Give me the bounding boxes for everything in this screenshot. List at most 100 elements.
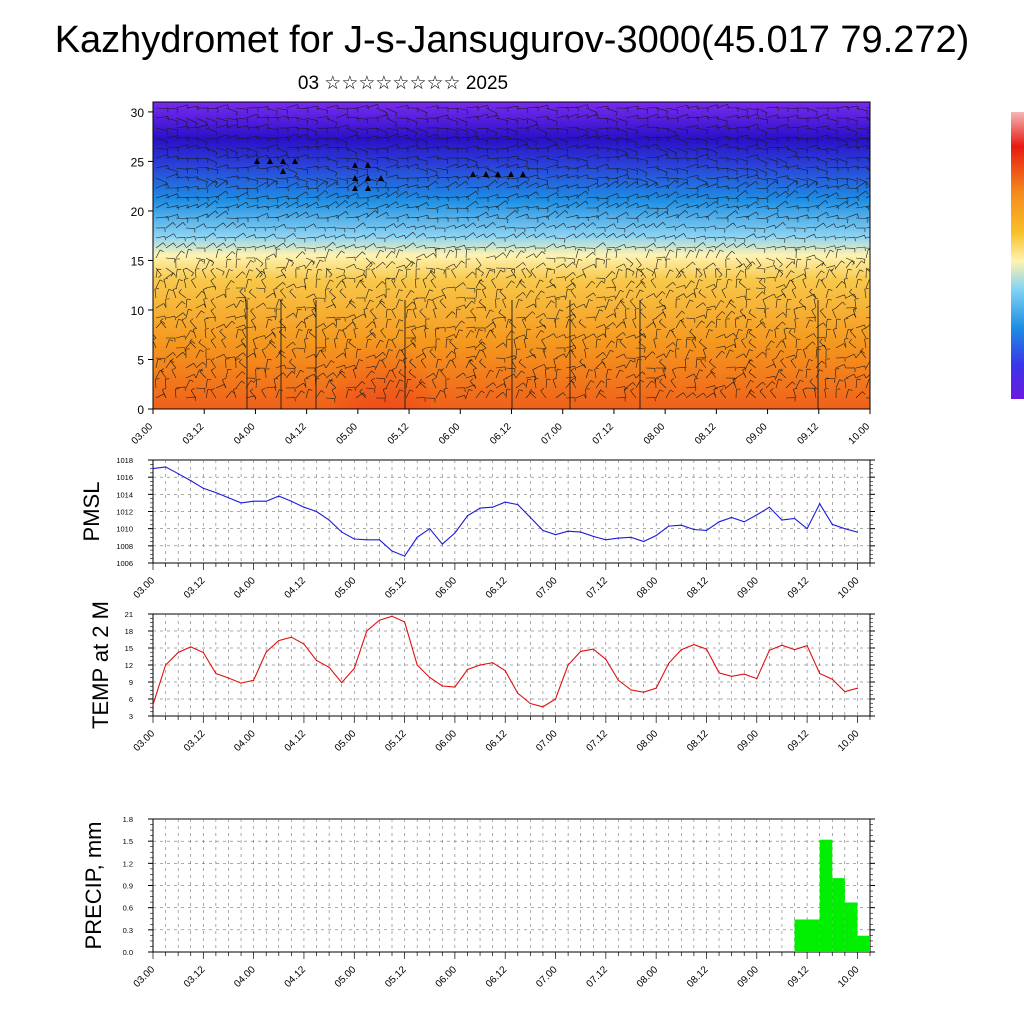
- wind-barb-flag: [275, 180, 279, 185]
- wind-barb-flag: [780, 350, 785, 353]
- wind-barb: [585, 196, 598, 199]
- wind-barb: [695, 193, 708, 199]
- wind-barb-flag: [260, 263, 264, 267]
- wind-barb: [325, 289, 327, 299]
- wind-barb-flag: [782, 222, 786, 226]
- wind-barb: [845, 389, 849, 399]
- wind-barb: [715, 385, 725, 389]
- wind-barb-flag: [734, 338, 739, 340]
- wind-barb: [595, 305, 605, 309]
- wind-barb: [545, 269, 548, 279]
- wind-barb: [365, 354, 375, 359]
- wind-barb-flag: [246, 192, 249, 197]
- wind-barb: [175, 243, 184, 249]
- wind-barb-flag: [487, 206, 489, 211]
- wind-barb: [835, 143, 848, 149]
- wind-barb-flag: [293, 283, 297, 288]
- wind-barb-flag: [377, 149, 379, 154]
- wind-barb: [265, 165, 278, 169]
- wind-barb: [415, 202, 427, 209]
- wind-barb: [275, 224, 285, 229]
- wind-barb-flag: [404, 245, 407, 250]
- wind-barb-flag: [329, 279, 334, 282]
- wind-barb: [738, 282, 747, 289]
- wind-barb-flag: [787, 165, 789, 171]
- wind-barb-flag: [747, 149, 749, 154]
- wind-barb-flag: [254, 234, 257, 239]
- wind-barb: [515, 232, 524, 239]
- wind-barb: [305, 196, 318, 199]
- wind-barb: [485, 127, 497, 134]
- wind-barb-flag: [215, 132, 218, 137]
- wind-barb: [285, 341, 293, 349]
- wind-barb-flag: [522, 232, 526, 236]
- wind-barb: [341, 279, 347, 289]
- wind-barb: [685, 349, 690, 359]
- wind-barb-flag: [535, 191, 539, 196]
- wind-barb: [275, 389, 280, 399]
- wind-barb: [685, 336, 695, 339]
- wind-barb: [865, 177, 870, 180]
- wind-barb: [605, 233, 614, 239]
- wind-barb-flag: [547, 155, 549, 160]
- wind-barb-flag: [416, 140, 418, 145]
- wind-barb-flag: [715, 152, 718, 157]
- wind-barb: [815, 349, 818, 359]
- wind-barb-flag: [360, 278, 364, 282]
- wind-barb: [665, 107, 678, 111]
- wind-barb-flag: [692, 261, 696, 266]
- wind-barb: [315, 180, 326, 189]
- wind-barb: [439, 301, 447, 309]
- wind-barb-flag: [587, 104, 589, 109]
- wind-barb-flag: [522, 292, 526, 296]
- wind-barb: [795, 167, 808, 171]
- wind-barb: [605, 322, 614, 329]
- wind-barb-flag: [399, 299, 404, 302]
- wind-barb: [285, 104, 298, 109]
- wind-barb: [455, 195, 468, 199]
- wind-barb-flag: [745, 190, 749, 194]
- wind-barb-flag: [493, 233, 497, 237]
- wind-barb-flag: [616, 150, 619, 155]
- temp2m-point: [819, 672, 821, 675]
- wind-barb: [295, 191, 307, 199]
- wind-barb-flag: [779, 269, 784, 272]
- wind-barb: [635, 157, 648, 162]
- wind-barb: [635, 136, 648, 139]
- wind-barb-flag: [876, 123, 878, 127]
- wind-barb: [155, 242, 164, 249]
- wind-barb-flag: [432, 297, 437, 300]
- wind-barb: [185, 186, 198, 189]
- wind-barb: [175, 250, 182, 259]
- wind-barb: [385, 319, 388, 329]
- wind-barb: [465, 222, 474, 229]
- wind-barb: [788, 332, 797, 339]
- pmsl-point: [403, 555, 406, 557]
- wind-barb-flag: [423, 253, 427, 258]
- wind-barb: [505, 193, 518, 199]
- wind-barb: [795, 349, 798, 359]
- wind-barb-flag: [713, 262, 716, 267]
- wind-barb: [715, 143, 728, 149]
- wind-barb-flag: [163, 278, 168, 280]
- wind-barb: [365, 147, 378, 150]
- wind-barb-flag: [610, 349, 614, 353]
- wind-barb-flag: [667, 193, 669, 198]
- wind-barb-flag: [390, 379, 394, 383]
- wind-barb: [265, 204, 278, 209]
- wind-barb: [555, 137, 568, 142]
- wind-barb: [565, 261, 574, 269]
- wind-barb: [555, 369, 558, 379]
- wind-barb-flag: [808, 359, 813, 362]
- wind-barb-flag: [564, 276, 566, 281]
- wind-barb: [385, 157, 398, 162]
- wind-barb: [415, 244, 425, 249]
- wind-barb: [195, 303, 205, 309]
- wind-barb-flag: [454, 326, 456, 331]
- wind-barb-flag: [743, 353, 747, 358]
- wind-barb-flag: [513, 374, 517, 378]
- wind-barb-flag: [434, 346, 436, 351]
- temp2m-point: [353, 667, 355, 670]
- wind-barb-flag: [759, 388, 764, 392]
- wind-barb-flag: [454, 246, 456, 251]
